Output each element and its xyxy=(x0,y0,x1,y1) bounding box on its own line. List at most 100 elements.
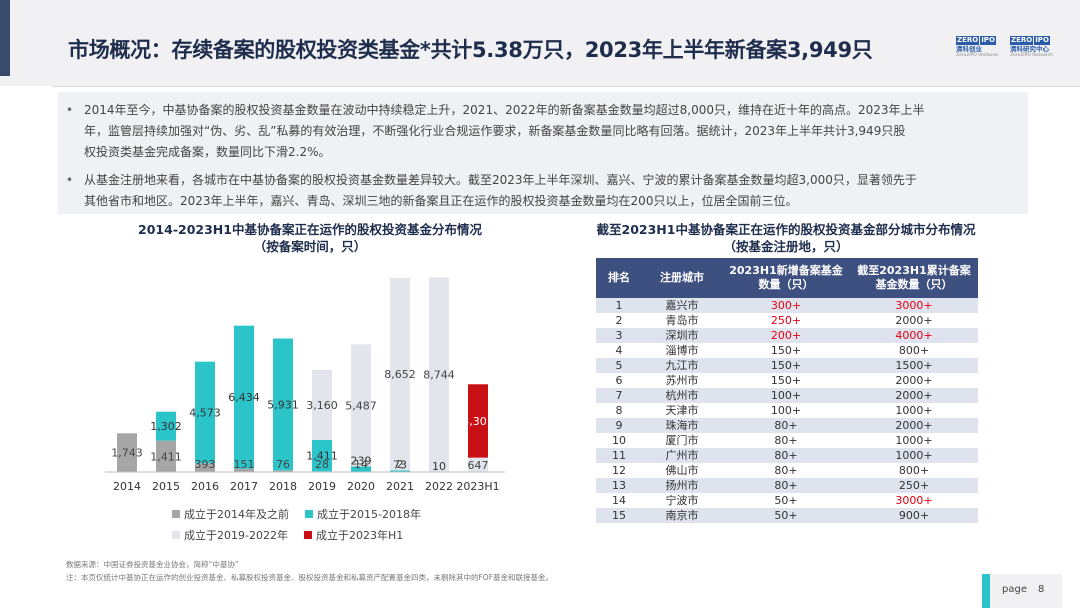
cell-total: 900+ xyxy=(850,508,978,523)
header-text-line: 基金数量（只） xyxy=(875,278,953,291)
x-tick-2019: 2019 xyxy=(308,480,336,493)
bar-label-2014-s0: 1,743 xyxy=(111,447,143,460)
bar-segment-2014-s0 xyxy=(117,433,137,472)
bar-segment-2015-s0 xyxy=(156,440,176,472)
logo-en-text: Zero2IPO Ventures xyxy=(956,53,999,58)
cell-city: 厦门市 xyxy=(642,433,722,448)
cell-city: 广州市 xyxy=(642,448,722,463)
cell-city: 宁波市 xyxy=(642,493,722,508)
bar-label-2020-s0: 14 xyxy=(354,458,368,471)
logo-box-zero: ZERO xyxy=(956,36,980,45)
bar-label-2020-s1: 239 xyxy=(351,454,372,467)
bar-label-2020-s2: 5,487 xyxy=(345,399,377,412)
cell-total: 800+ xyxy=(850,463,978,478)
bar-label-2021-s1: 73 xyxy=(393,458,407,471)
chart-legend-row-1: 成立于2014年及之前 成立于2015-2018年 xyxy=(172,506,421,522)
cell-rank: 11 xyxy=(596,448,642,463)
data-source-note: 数据来源：中国证券投资基金业协会，简称“中基协” xyxy=(66,560,239,569)
chart-title-line-1: 2014-2023H1中基协备案正在运作的股权投资基金分布情况 xyxy=(138,222,482,237)
legend-item: 成立于2015-2018年 xyxy=(305,506,421,522)
logo-box-ipo: IPO xyxy=(980,36,996,45)
table-header-2: 2023H1新增备案基金 数量（只） xyxy=(722,258,850,298)
bar-label-2021-s2: 8,652 xyxy=(384,368,416,381)
bar-label-2021-s0: 2 xyxy=(397,458,404,471)
bar-label-2016-s0: 393 xyxy=(195,458,216,471)
zero2ipo-logo-left: ZERO IPO 清科创业 Zero2IPO Ventures xyxy=(956,36,1004,62)
logo-en-text: Zero2IPO Research xyxy=(1010,53,1053,58)
x-tick-2020: 2020 xyxy=(347,480,375,493)
cell-rank: 15 xyxy=(596,508,642,523)
table-row: 15 南京市 50+ 900+ xyxy=(596,508,978,523)
cell-rank: 7 xyxy=(596,388,642,403)
legend-label: 成立于2014年及之前 xyxy=(184,508,289,521)
cell-new: 100+ xyxy=(722,388,850,403)
summary-bullet-2: • 从基金注册地来看，各城市在中基协备案的股权投资基金数量差异较大。截至2023… xyxy=(66,170,1016,212)
table-row: 7 杭州市 100+ 2000+ xyxy=(596,388,978,403)
bullet-line: 其他省市和地区。2023年上半年，嘉兴、青岛、深圳三地的新备案且正在运作的股权投… xyxy=(84,194,798,208)
bar-segment-2021-s1 xyxy=(390,470,410,472)
cell-rank: 5 xyxy=(596,358,642,373)
bar-segment-2016-s0 xyxy=(195,463,215,472)
legend-item: 成立于2023年H1 xyxy=(303,527,404,543)
cell-total: 4000+ xyxy=(850,328,978,343)
logo-box-ipo: IPO xyxy=(1034,36,1050,45)
bar-segment-2017-s0 xyxy=(234,468,254,472)
table-row: 4 淄博市 150+ 800+ xyxy=(596,343,978,358)
x-tick-2014: 2014 xyxy=(113,480,141,493)
cell-rank: 6 xyxy=(596,373,642,388)
city-distribution-table: 排名 注册城市 2023H1新增备案基金 数量（只） 截至2023H1累计备案 基金数量（… xyxy=(596,258,978,523)
bar-segment-2019-s2 xyxy=(312,369,332,441)
cell-rank: 9 xyxy=(596,418,642,433)
cell-total: 3000+ xyxy=(850,298,978,313)
bar-segment-2021-s2 xyxy=(390,278,410,471)
bullet-line: 年，监管层持续加强对“伪、劣、乱”私募的有效治理，不断强化行业合规运作要求，新备… xyxy=(84,124,906,138)
table-row: 6 苏州市 150+ 2000+ xyxy=(596,373,978,388)
legend-item: 成立于2014年及之前 xyxy=(172,506,289,522)
summary-bullet-1: • 2014年至今，中基协备案的股权投资基金数量在波动中持续稳定上升，2021、… xyxy=(66,100,1016,163)
cell-total: 1000+ xyxy=(850,403,978,418)
table-header-0: 排名 xyxy=(596,258,642,298)
bar-label-2018-s1: 5,931 xyxy=(267,398,299,411)
footnote: 注：本页仅统计中基协正在运作的创业投资基金、私募股权投资基金、股权投资基金和私募… xyxy=(66,573,554,582)
page-label: page xyxy=(1002,584,1027,595)
cell-new: 50+ xyxy=(722,493,850,508)
bullet-line: 2014年至今，中基协备案的股权投资基金数量在波动中持续稳定上升，2021、20… xyxy=(84,103,925,117)
cell-total: 1000+ xyxy=(850,448,978,463)
cell-total: 800+ xyxy=(850,343,978,358)
cell-total: 2000+ xyxy=(850,418,978,433)
cell-total: 1500+ xyxy=(850,358,978,373)
bar-segment-2020-s2 xyxy=(351,344,371,467)
page-number-box xyxy=(982,574,1062,608)
cell-city: 嘉兴市 xyxy=(642,298,722,313)
page-number: 8 xyxy=(1038,584,1045,595)
cell-rank: 4 xyxy=(596,343,642,358)
header-text-line: 2023H1新增备案基金 xyxy=(729,264,843,277)
table-row: 10 厦门市 80+ 1000+ xyxy=(596,433,978,448)
logo-cn-text: 清科研究中心 xyxy=(1010,45,1049,53)
bar-label-2015-s1: 1,302 xyxy=(150,420,182,433)
cell-rank: 13 xyxy=(596,478,642,493)
bar-label-2017-s1: 6,434 xyxy=(228,391,260,404)
bar-label-2018-s0: 76 xyxy=(276,458,290,471)
cell-city: 南京市 xyxy=(642,508,722,523)
legend-swatch-gray xyxy=(172,510,180,518)
cell-new: 50+ xyxy=(722,508,850,523)
title-band xyxy=(0,0,1080,86)
legend-swatch-teal xyxy=(305,510,313,518)
page-accent-bar xyxy=(982,574,990,608)
cell-total: 2000+ xyxy=(850,373,978,388)
legend-label: 成立于2023年H1 xyxy=(315,529,404,542)
cell-rank: 8 xyxy=(596,403,642,418)
legend-item: 成立于2019-2022年 xyxy=(172,527,288,543)
legend-swatch-light xyxy=(172,531,180,539)
bar-label-2019-s1: 1,411 xyxy=(306,450,338,463)
cell-new: 80+ xyxy=(722,448,850,463)
x-tick-2018: 2018 xyxy=(269,480,297,493)
cell-rank: 10 xyxy=(596,433,642,448)
x-tick-2015: 2015 xyxy=(152,480,180,493)
bar-segment-2018-s0 xyxy=(273,470,293,472)
cell-total: 250+ xyxy=(850,478,978,493)
cell-new: 200+ xyxy=(722,328,850,343)
cell-city: 九江市 xyxy=(642,358,722,373)
cell-new: 150+ xyxy=(722,343,850,358)
